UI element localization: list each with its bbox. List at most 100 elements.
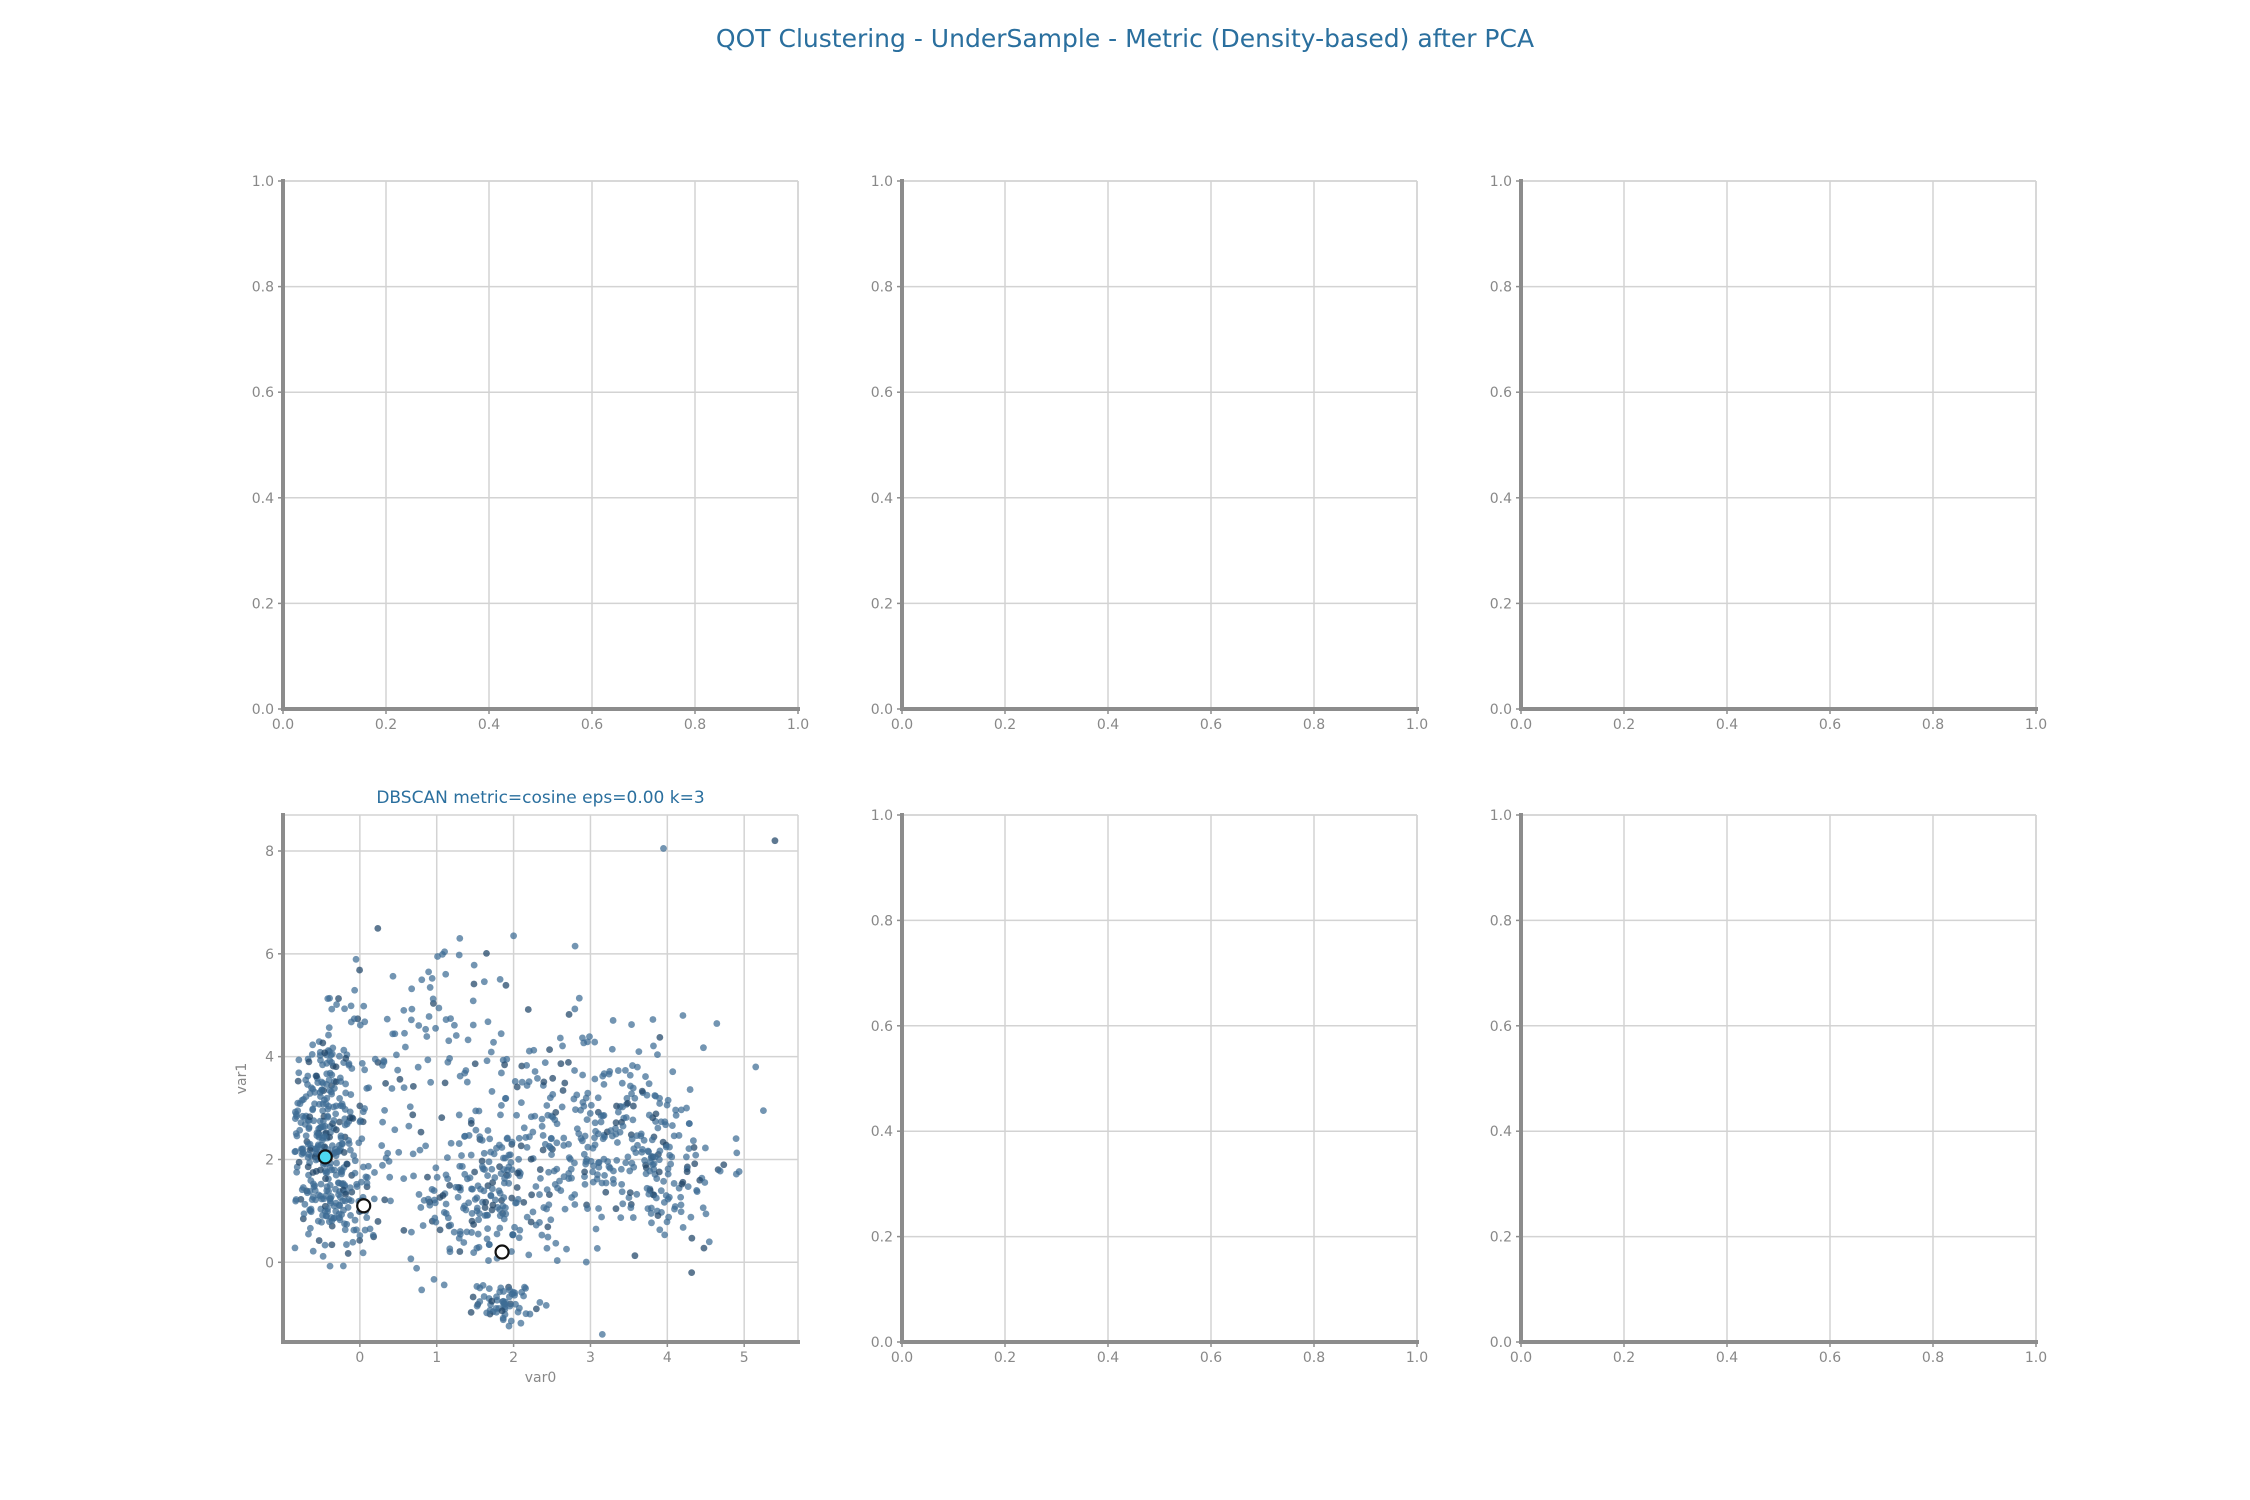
x-tick-label: 0.2 <box>1613 1350 1635 1366</box>
scatter-point <box>337 1102 344 1110</box>
scatter-point <box>331 1084 338 1092</box>
scatter-point <box>513 1184 521 1191</box>
scatter-point <box>484 1127 492 1134</box>
scatter-point <box>501 1154 509 1162</box>
scatter-point <box>481 1166 488 1173</box>
scatter-point <box>614 1067 622 1074</box>
x-tick-label: 0.8 <box>1303 717 1325 733</box>
x-tick-label: 1.0 <box>1406 717 1428 733</box>
x-tick-label: 0.6 <box>1819 717 1841 733</box>
scatter-point <box>413 1264 421 1272</box>
scatter-point <box>319 1252 327 1260</box>
scatter-point <box>556 1177 563 1185</box>
scatter-point <box>340 1149 348 1156</box>
scatter-point <box>565 1011 573 1018</box>
scatter-point <box>321 1049 329 1057</box>
scatter-point <box>369 1231 377 1239</box>
scatter-point <box>545 1168 553 1176</box>
scatter-point <box>305 1150 313 1158</box>
scatter-point <box>591 1038 599 1046</box>
subplot-row2-col1: 0 1 2 3 4 5 0 2 4 6 8 DBSCAN metric=cosine eps=0.00… <box>234 788 800 1386</box>
scatter-point <box>628 1159 636 1167</box>
scatter-point <box>336 1094 343 1102</box>
scatter-point <box>488 1088 496 1095</box>
scatter-point <box>544 1233 552 1241</box>
scatter-point <box>598 1330 606 1338</box>
scatter-point <box>735 1168 743 1175</box>
scatter-point <box>661 1118 669 1126</box>
scatter-point <box>515 1155 523 1163</box>
y-tick-label: 0.8 <box>871 280 893 296</box>
scatter-point <box>653 1175 661 1182</box>
scatter-point <box>581 1180 589 1188</box>
scatter-point <box>501 1095 509 1102</box>
scatter-point <box>415 1022 423 1029</box>
x-axis-label: var0 <box>525 1370 557 1386</box>
scatter-point <box>500 1215 508 1223</box>
scatter-point <box>752 1063 760 1071</box>
scatter-point <box>633 1063 641 1071</box>
scatter-point <box>612 1119 620 1127</box>
scatter-point <box>552 1239 560 1247</box>
scatter-point <box>405 1122 413 1130</box>
scatter-point <box>452 1032 460 1039</box>
scatter-point <box>571 1191 579 1198</box>
scatter-point <box>592 1127 599 1135</box>
scatter-point <box>389 1030 397 1038</box>
scatter-point <box>643 1091 651 1099</box>
scatter-point <box>584 1205 591 1212</box>
scatter-point <box>317 1123 325 1131</box>
x-tick-label: 0.2 <box>994 1350 1016 1366</box>
scatter-point <box>591 1075 599 1083</box>
scatter-point <box>330 1117 338 1124</box>
scatter-point <box>701 1179 709 1186</box>
scatter-point <box>309 1169 317 1176</box>
scatter-point <box>358 1060 366 1067</box>
scatter-point <box>626 1167 634 1175</box>
subplot-row2-col3: 0.0 0.2 0.4 0.6 0.8 1.0 0.0 0.2 0.4 0.6 0.8 1.0 <box>1490 808 2047 1366</box>
x-tick-label: 5 <box>740 1350 749 1366</box>
scatter-point <box>409 1082 417 1090</box>
scatter-point <box>431 1214 439 1222</box>
scatter-point <box>646 1167 654 1175</box>
scatter-point <box>333 1001 340 1008</box>
scatter-point <box>394 1066 402 1074</box>
scatter-point <box>476 1133 484 1141</box>
scatter-point <box>652 1194 660 1202</box>
scatter-point <box>319 1079 327 1087</box>
scatter-point <box>488 1297 496 1305</box>
scatter-point <box>480 1293 488 1300</box>
scatter-point <box>683 1104 690 1112</box>
scatter-point <box>295 1056 303 1064</box>
scatter-point <box>554 1184 561 1192</box>
scatter-point <box>493 1308 500 1316</box>
scatter-point <box>626 1071 634 1079</box>
scatter-point <box>445 1037 453 1045</box>
scatter-point <box>716 1167 724 1175</box>
scatter-point <box>389 972 397 980</box>
scatter-point <box>443 1154 451 1162</box>
scatter-point <box>484 1225 492 1232</box>
scatter-point <box>605 1070 613 1078</box>
scatter-point <box>351 1169 359 1177</box>
scatter-point <box>425 1013 433 1020</box>
scatter-point <box>500 1166 508 1173</box>
scatter-point <box>547 1216 555 1224</box>
scatter-point <box>586 1110 594 1117</box>
y-tick-label: 0.0 <box>871 1335 893 1351</box>
cluster-centroid <box>494 1244 510 1260</box>
scatter-point <box>495 1187 503 1195</box>
x-tick-label: 3 <box>586 1350 595 1366</box>
scatter-point <box>515 1134 523 1142</box>
scatter-point <box>595 1159 603 1166</box>
scatter-point <box>594 1094 602 1102</box>
scatter-point <box>359 1163 367 1171</box>
scatter-point <box>608 1132 616 1140</box>
scatter-point <box>675 1132 683 1139</box>
scatter-point <box>426 984 434 991</box>
scatter-point <box>347 1002 355 1010</box>
scatter-point <box>379 1161 386 1169</box>
y-tick-label: 1.0 <box>252 174 274 190</box>
scatter-point <box>668 1122 676 1129</box>
